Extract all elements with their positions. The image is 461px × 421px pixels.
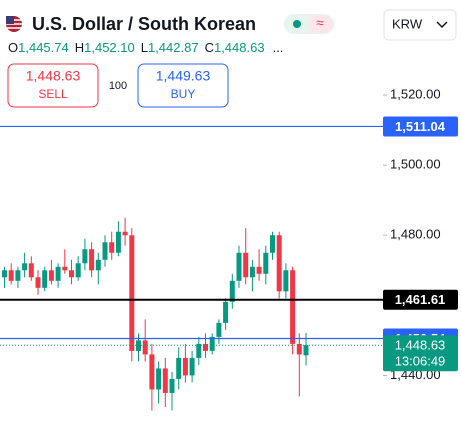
currency-label[interactable]: KRW (392, 16, 423, 31)
candle-body (2, 270, 7, 278)
ohlc-value: 1,445.74 (18, 40, 69, 55)
candle-body (203, 343, 208, 351)
candle-body (156, 368, 162, 390)
ohlc-value: 1,442.87 (148, 40, 199, 55)
candle-body (35, 277, 41, 288)
candle-body (162, 368, 168, 393)
candle-body (189, 357, 195, 376)
candle-body (223, 301, 229, 323)
candle-body (15, 270, 21, 281)
more: ... (273, 40, 284, 55)
y-tick-label: 1,480.00 (390, 227, 441, 242)
ohlc-key: C (205, 40, 214, 55)
candle-body (276, 235, 282, 292)
candle-body (102, 242, 108, 260)
candle-body (290, 270, 296, 344)
sell-price[interactable]: 1,448.63 (26, 68, 81, 84)
candle-body (256, 266, 262, 274)
candle-body (69, 270, 74, 278)
candle-body (82, 249, 88, 264)
candle-body (176, 357, 182, 379)
candle-body (303, 345, 309, 356)
y-tick-label: 1,520.00 (390, 86, 441, 101)
candle-body (28, 263, 34, 278)
candle-body (75, 263, 81, 278)
candle-body (109, 242, 115, 253)
candle-body (209, 336, 215, 351)
ohlc-key: L (141, 40, 148, 55)
candle-body (89, 249, 95, 271)
last-price-label: 1,448.63 (395, 338, 446, 353)
candle-body (22, 263, 28, 271)
candle-body (270, 235, 275, 253)
y-tick-label: 1,500.00 (390, 157, 441, 172)
buy-label[interactable]: BUY (171, 87, 196, 101)
candle-body (169, 378, 175, 393)
candle-body (115, 231, 121, 253)
market-open-dot (293, 20, 301, 28)
quantity: 100 (109, 80, 127, 92)
ohlc-key: O (8, 40, 18, 55)
candle-body (142, 340, 148, 355)
sell-label[interactable]: SELL (38, 87, 68, 101)
candle-body (8, 270, 14, 281)
sell-button[interactable] (7, 63, 99, 108)
candle-body (129, 235, 135, 351)
candle-body (236, 252, 242, 281)
symbol-title: U.S. Dollar / South Korean (32, 14, 256, 34)
candle-body (263, 252, 269, 274)
ohlc-row: O1,445.74 H1,452.10 L1,442.87 C1,448.63... (8, 40, 283, 55)
candle-body (48, 270, 54, 281)
candle-body (283, 270, 289, 292)
candle-body (122, 231, 128, 236)
price-label: 1,461.61 (395, 292, 446, 307)
currency-select[interactable] (383, 9, 457, 41)
last-price-box (383, 335, 458, 372)
candle-body (149, 354, 155, 390)
ohlc-text: O1,445.74 H1,452.10 L1,442.87 C1,448.63... (8, 40, 283, 55)
candle-body (243, 252, 249, 278)
buy-price[interactable]: 1,449.63 (156, 68, 211, 84)
flag-canton (6, 16, 14, 24)
price-label-box (383, 289, 458, 310)
candle-body (216, 322, 222, 337)
candle-body (55, 266, 61, 281)
delay-badge (308, 15, 333, 33)
price-label: 1,511.04 (395, 119, 446, 134)
ohlc-key: H (75, 40, 84, 55)
ohlc-value: 1,448.63 (214, 40, 265, 55)
plot-area: 1,440.001,480.001,500.001,520.001,511.04… (0, 86, 458, 411)
countdown: 13:06:49 (395, 354, 446, 369)
dropdown-arrow[interactable] (436, 21, 448, 29)
delay-icon: ≈ (316, 15, 324, 31)
candle-body (229, 280, 235, 302)
candle-body (296, 343, 302, 355)
candle-body (42, 270, 48, 288)
candle-body (249, 266, 255, 278)
trade-buttons: 1,448.63 SELL 100 1,449.63 BUY (7, 63, 229, 108)
symbol-header: U.S. Dollar / South Korean ≈ KRW (6, 9, 457, 41)
price-label-box (383, 116, 458, 137)
ohlc-value: 1,452.10 (84, 40, 135, 55)
buy-button[interactable] (137, 63, 229, 108)
candle-body (196, 343, 202, 358)
candle-body (62, 266, 68, 271)
candle-body (182, 357, 188, 376)
candle-body (95, 259, 101, 271)
